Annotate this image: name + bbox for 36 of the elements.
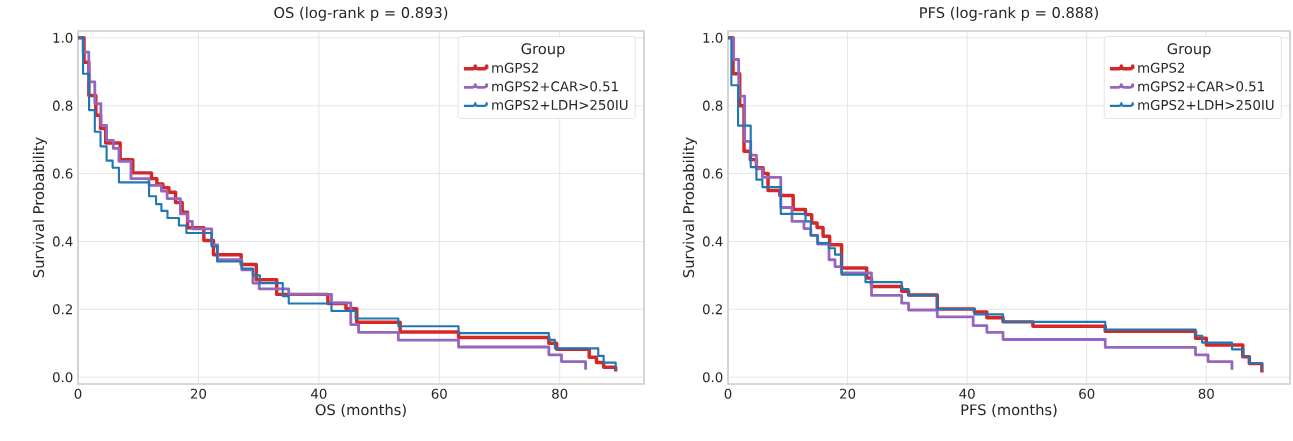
x-tick-label: 20 <box>190 388 207 399</box>
x-tick-label: 40 <box>959 388 975 399</box>
legend-label: mGPS2 <box>492 62 539 73</box>
x-tick-label: 80 <box>1198 388 1214 399</box>
legend-label: mGPS2+LDH>250IU <box>492 99 628 110</box>
y-tick-label: 0.6 <box>52 168 73 179</box>
x-tick-label: 40 <box>311 388 327 399</box>
x-tick-label: 60 <box>431 388 447 399</box>
y-tick-label: 0.0 <box>52 372 73 383</box>
x-tick-label: 0 <box>74 388 82 399</box>
chart-title: PFS (log-rank p = 0.888) <box>920 6 1098 21</box>
x-axis-title: PFS (months) <box>961 403 1057 417</box>
y-tick-label: 1.0 <box>703 32 723 43</box>
x-tick-label: 0 <box>724 388 732 399</box>
y-tick-label: 0.4 <box>702 236 723 247</box>
y-tick-label: 0.4 <box>52 236 73 247</box>
legend-title: Group <box>521 43 565 58</box>
x-axis-title: OS (months) <box>315 403 406 417</box>
x-tick-label: 80 <box>552 388 568 399</box>
y-axis-title: Survival Probability <box>32 137 47 278</box>
x-tick-label: 60 <box>1079 388 1095 399</box>
y-tick-label: 1.0 <box>53 32 73 43</box>
y-tick-label: 0.8 <box>702 100 723 111</box>
y-tick-label: 0.8 <box>52 100 73 111</box>
legend-title: Group <box>1167 43 1211 58</box>
y-axis-title: Survival Probability <box>682 137 697 278</box>
y-tick-label: 0.0 <box>702 372 723 383</box>
y-tick-label: 0.2 <box>702 304 722 315</box>
x-tick-label: 20 <box>840 388 856 399</box>
chart-title: OS (log-rank p = 0.893) <box>274 6 448 21</box>
legend-label: mGPS2+CAR>0.51 <box>492 81 618 92</box>
y-tick-label: 0.2 <box>52 304 72 315</box>
y-tick-label: 0.6 <box>702 168 723 179</box>
legend-label: mGPS2 <box>1138 62 1185 73</box>
legend-label: mGPS2+LDH>250IU <box>1138 99 1274 110</box>
legend-label: mGPS2+CAR>0.51 <box>1138 81 1264 92</box>
